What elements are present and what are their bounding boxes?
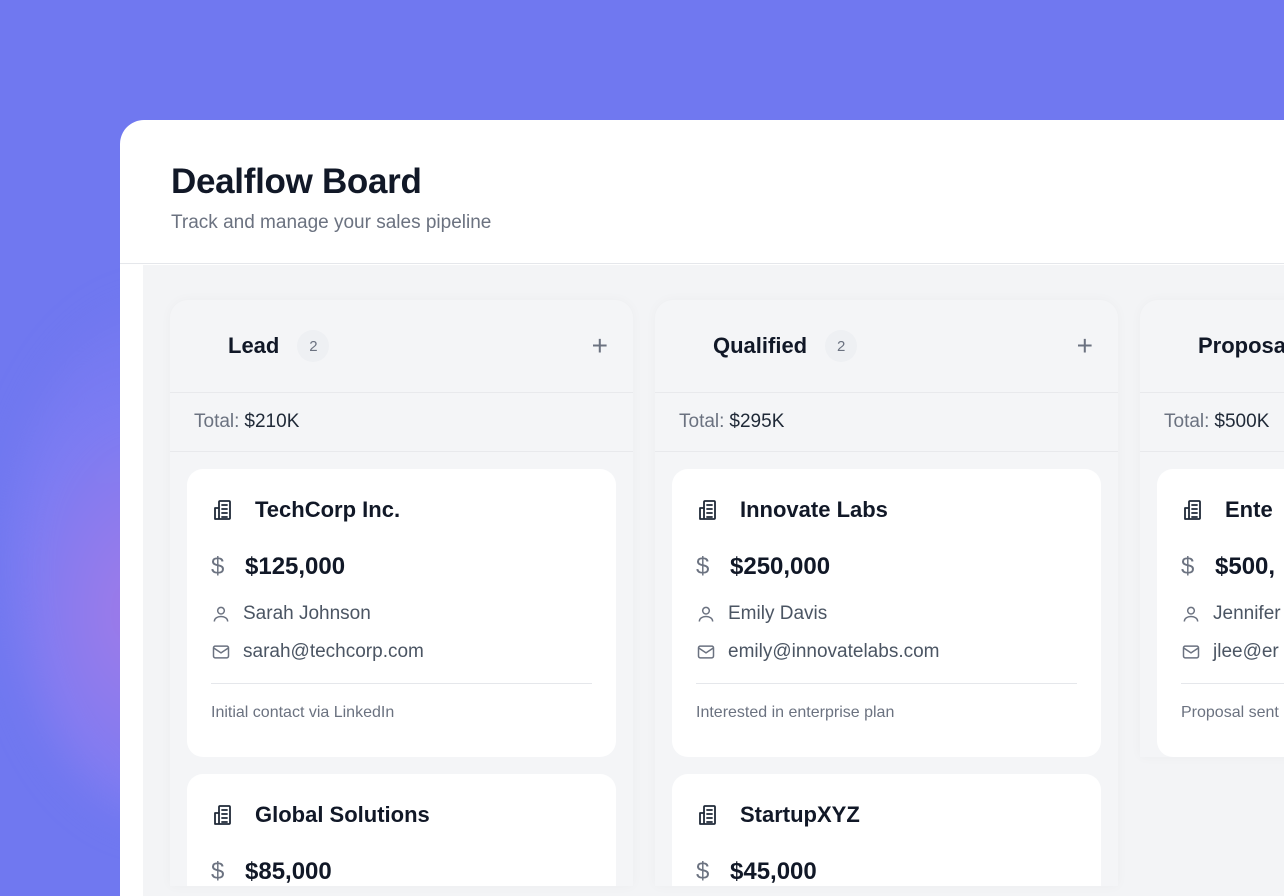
total-label: Total: xyxy=(679,411,725,432)
kanban-board: Lead 2 + Total: $210K TechCorp Inc. $ $125… xyxy=(143,265,1284,896)
pipeline-column: Qualified 2 + Total: $295K Innovate Labs … xyxy=(655,300,1118,886)
column-title: Proposa xyxy=(1198,333,1284,358)
mail-icon xyxy=(1181,642,1201,662)
company-name: Global Solutions xyxy=(255,802,430,827)
deal-card[interactable]: TechCorp Inc. $ $125,000 Sarah Johnson sa… xyxy=(187,469,616,757)
building-icon xyxy=(211,498,235,522)
dollar-icon: $ xyxy=(696,553,710,580)
divider xyxy=(1181,683,1284,684)
divider xyxy=(211,683,592,684)
contact-email[interactable]: jlee@er xyxy=(1213,641,1279,662)
deal-amount: $45,000 xyxy=(730,858,817,885)
pipeline-column: Lead 2 + Total: $210K TechCorp Inc. $ $125… xyxy=(170,300,633,886)
dollar-icon: $ xyxy=(211,858,225,885)
building-icon xyxy=(696,803,720,827)
column-title: Lead xyxy=(228,333,280,358)
contact-name: Sarah Johnson xyxy=(243,603,371,624)
total-value: $210K xyxy=(244,411,300,432)
dollar-icon: $ xyxy=(1181,553,1195,580)
column-header: Qualified 2 + xyxy=(655,300,1118,393)
mail-icon xyxy=(696,642,716,662)
add-deal-button[interactable]: + xyxy=(591,330,608,361)
deal-amount: $85,000 xyxy=(245,858,332,885)
deal-card[interactable]: Innovate Labs $ $250,000 Emily Davis emil… xyxy=(672,469,1101,757)
building-icon xyxy=(696,498,720,522)
add-deal-button[interactable]: + xyxy=(1076,330,1093,361)
deal-amount: $250,000 xyxy=(730,553,831,580)
dollar-icon: $ xyxy=(211,553,225,580)
contact-name: Jennifer xyxy=(1213,603,1281,624)
column-title: Qualified xyxy=(713,333,808,358)
deal-note: Proposal sent xyxy=(1181,704,1279,721)
deal-card[interactable]: Ente $ $500, Jennifer jlee@er Proposal se… xyxy=(1157,469,1284,757)
deal-note: Initial contact via LinkedIn xyxy=(211,704,395,721)
column-total: Total: $210K xyxy=(170,393,633,452)
building-icon xyxy=(211,803,235,827)
deal-card[interactable]: Global Solutions $ $85,000 xyxy=(187,774,616,886)
column-header: Lead 2 + xyxy=(170,300,633,393)
deal-amount: $500, xyxy=(1215,553,1276,580)
mail-icon xyxy=(211,642,231,662)
deal-count-badge: 2 xyxy=(825,330,858,362)
column-total: Total: $295K xyxy=(655,393,1118,452)
total-label: Total: xyxy=(1164,411,1210,432)
user-icon xyxy=(211,604,231,624)
total-value: $295K xyxy=(729,411,785,432)
building-icon xyxy=(1181,498,1205,522)
pipeline-column: Proposa Total: $500K Ente $ $500, Jennifer… xyxy=(1140,300,1284,757)
company-name: TechCorp Inc. xyxy=(255,497,401,522)
contact-email[interactable]: emily@innovatelabs.com xyxy=(728,641,940,662)
column-header: Proposa xyxy=(1140,300,1284,393)
divider xyxy=(696,683,1077,684)
contact-email[interactable]: sarah@techcorp.com xyxy=(243,641,424,662)
column-total: Total: $500K xyxy=(1140,393,1284,452)
deal-card[interactable]: StartupXYZ $ $45,000 xyxy=(672,774,1101,886)
page-subtitle: Track and manage your sales pipeline xyxy=(171,212,492,233)
deal-note: Interested in enterprise plan xyxy=(696,704,895,721)
app-window: Dealflow Board Track and manage your sal… xyxy=(120,120,1284,896)
company-name: Innovate Labs xyxy=(740,497,888,522)
user-icon xyxy=(1181,604,1201,624)
user-icon xyxy=(696,604,716,624)
company-name: StartupXYZ xyxy=(740,802,860,827)
page-header: Dealflow Board Track and manage your sal… xyxy=(120,120,1284,264)
total-value: $500K xyxy=(1214,411,1270,432)
deal-amount: $125,000 xyxy=(245,553,346,580)
dollar-icon: $ xyxy=(696,858,710,885)
deal-count-badge: 2 xyxy=(297,330,330,362)
page-title: Dealflow Board xyxy=(171,162,422,201)
total-label: Total: xyxy=(194,411,240,432)
contact-name: Emily Davis xyxy=(728,603,828,624)
company-name: Ente xyxy=(1225,497,1273,522)
